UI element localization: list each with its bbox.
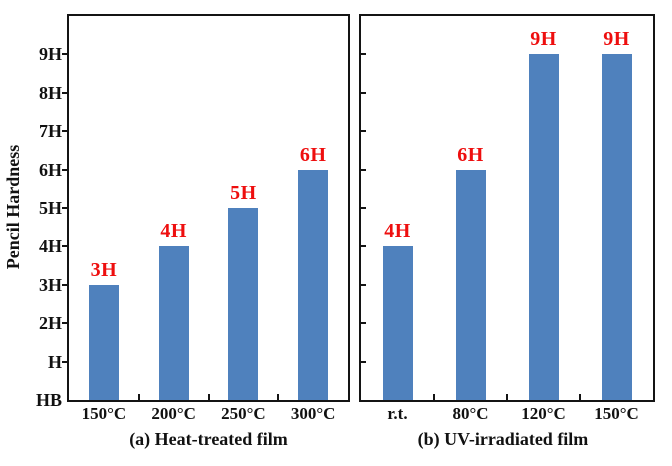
bar-300°C [298, 169, 329, 400]
y-axis-tick-inner [361, 130, 366, 133]
panel-a-heat-treated: 3H 4H 5H 6H [67, 14, 350, 402]
y-tick-label: 2H [38, 313, 62, 334]
bar-value-label: 4H [384, 220, 411, 243]
bar-80°C [455, 169, 486, 400]
y-tick-label: 7H [38, 121, 62, 142]
bar-value-label: 5H [230, 182, 257, 204]
x-tick-label: 150°C [594, 404, 639, 423]
caption-panel-a: (a) Heat-treated film [129, 429, 288, 449]
y-axis-tick [62, 53, 67, 56]
x-tick-label: 120°C [521, 404, 566, 423]
y-axis-tick [62, 130, 67, 133]
bar-120°C [528, 54, 559, 400]
y-axis-tick [62, 360, 67, 363]
bar-150°C [601, 54, 632, 400]
x-axis-tick [506, 394, 508, 400]
bar-value-label: 6H [457, 143, 484, 166]
y-tick-label: 8H [38, 82, 62, 103]
x-axis-tick [277, 394, 280, 400]
x-tick-label: 200°C [151, 404, 196, 423]
y-axis-tick-inner [361, 207, 366, 209]
x-axis-tick [207, 394, 210, 400]
y-axis-tick-inner [361, 245, 366, 248]
y-axis-tick-inner [361, 283, 366, 286]
x-tick-label: 300°C [290, 404, 336, 423]
bar-value-label: 9H [603, 28, 630, 51]
y-axis-tick [62, 283, 67, 286]
y-axis-tick-inner [361, 168, 366, 171]
y-tick-label: 9H [38, 44, 62, 65]
y-axis-tick [62, 168, 67, 171]
plot-area-a: 3H 4H 5H 6H [69, 16, 348, 400]
x-tick-label: 80°C [452, 404, 489, 423]
y-tick-label: 3H [38, 274, 62, 295]
caption-panel-b: (b) UV-irradiated film [417, 429, 589, 449]
y-axis-tick [62, 207, 67, 209]
bar-r.t. [382, 246, 413, 400]
x-axis-tick [579, 394, 581, 400]
y-axis-tick-inner [361, 91, 366, 94]
y-axis-tick-inner [361, 360, 366, 363]
x-axis-tick [137, 394, 140, 400]
bar-150°C [88, 284, 119, 400]
y-tick-label: H [47, 351, 62, 372]
y-tick-label: 4H [38, 236, 62, 257]
bar-value-label: 4H [160, 220, 187, 243]
y-tick-label: 6H [38, 159, 62, 180]
bar-value-label: 9H [530, 28, 557, 51]
panel-b-uv-irradiated: 4H 6H 9H 9H [359, 14, 655, 402]
x-tick-label: 250°C [221, 404, 266, 423]
y-tick-label: 5H [38, 198, 62, 218]
y-axis-tick [62, 245, 67, 248]
bar-value-label: 6H [299, 143, 327, 166]
bar-value-label: 3H [90, 258, 118, 281]
y-axis-tick [62, 91, 67, 94]
bar-250°C [228, 208, 259, 400]
bar-200°C [158, 246, 189, 400]
x-axis-tick [433, 394, 435, 400]
y-tick-label: HB [35, 390, 62, 410]
y-axis-tick [62, 322, 67, 325]
y-axis-tick-inner [361, 53, 366, 56]
y-axis-tick-inner [361, 322, 366, 325]
plot-area-b: 4H 6H 9H 9H [361, 16, 653, 400]
x-tick-label: 150°C [81, 404, 127, 423]
x-tick-label: r.t. [387, 404, 408, 423]
